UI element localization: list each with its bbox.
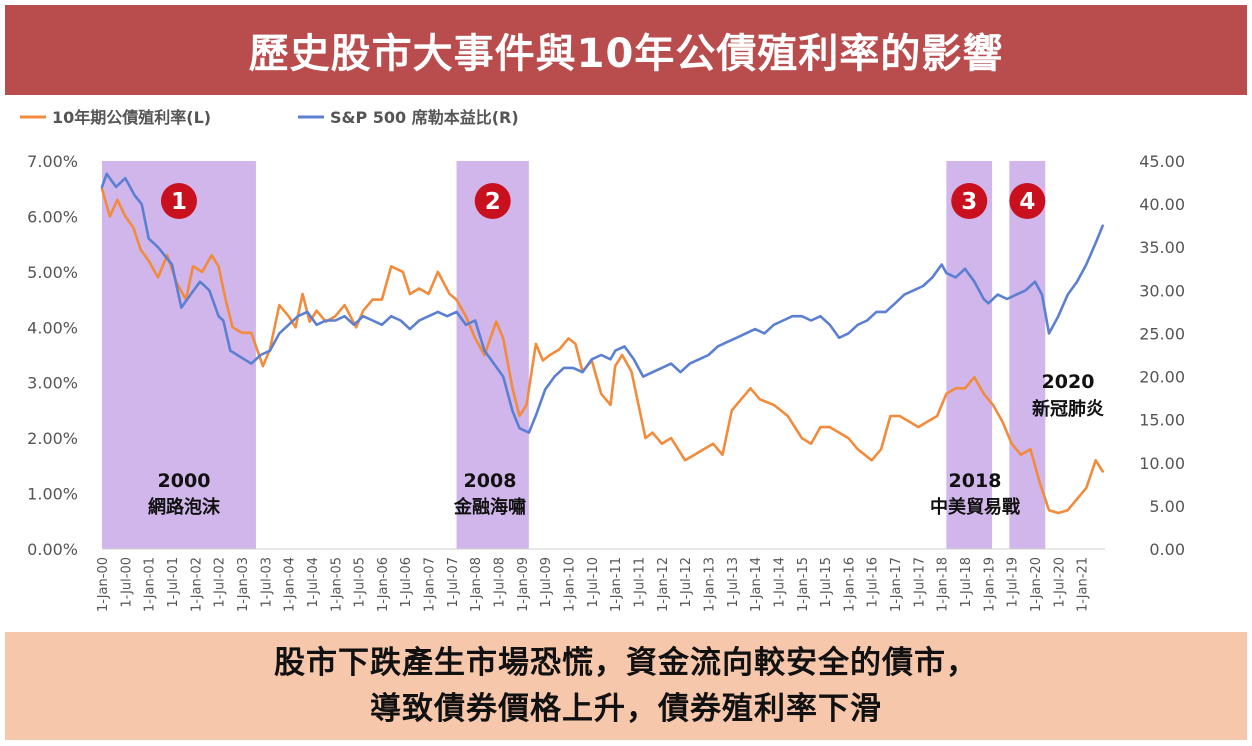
title-banner: 歷史股市大事件與10年公債殖利率的影響	[5, 5, 1247, 95]
event-number-3: 3	[961, 189, 977, 215]
x-axis-tick: 1-Jan-14	[749, 557, 764, 612]
event-band-1	[102, 161, 256, 549]
x-axis-tick: 1-Jan-21	[1076, 557, 1091, 612]
event-badge-1	[160, 183, 197, 219]
x-axis-tick: 1-Jan-17	[889, 557, 904, 612]
event-badge-2	[474, 183, 511, 219]
x-axis-tick: 1-Jan-11	[609, 557, 624, 612]
event-badge-3	[951, 183, 988, 219]
x-axis-tick: 1-Jul-16	[866, 557, 881, 608]
legend-label-yield: 10年期公債殖利率(L)	[52, 108, 211, 127]
left-axis-tick: 7.00%	[27, 152, 78, 171]
x-axis-tick: 1-Jan-00	[96, 557, 111, 612]
x-axis-tick: 1-Jul-19	[1006, 557, 1021, 608]
right-axis-tick: 10.00	[1139, 454, 1185, 473]
x-axis-tick: 1-Jan-06	[376, 557, 391, 612]
dual-axis-line-chart: 0.00% 1.00% 2.00% 3.00% 4.00% 5.00% 6.00% 7.00%…	[20, 108, 1185, 612]
x-axis-tick: 1-Jan-09	[516, 557, 531, 612]
event-year-1: 2000	[158, 470, 211, 492]
left-axis-tick: 0.00%	[27, 540, 78, 559]
x-axis-tick: 1-Jul-02	[213, 557, 228, 608]
x-axis-tick: 1-Jan-07	[423, 557, 438, 612]
right-axis-tick: 45.00	[1139, 152, 1185, 171]
x-axis-tick: 1-Jan-12	[656, 557, 671, 612]
event-band-2	[456, 161, 529, 549]
page-title: 歷史股市大事件與10年公債殖利率的影響	[248, 31, 1004, 77]
x-axis-tick: 1-Jan-19	[982, 557, 997, 612]
x-axis-tick: 1-Jan-04	[283, 557, 298, 612]
x-axis-tick: 1-Jan-05	[329, 557, 344, 612]
event-badge-4	[1009, 183, 1046, 219]
x-axis-tick: 1-Jul-15	[819, 557, 834, 608]
event-name-1: 網路泡沫	[148, 496, 221, 518]
x-axis-tick: 1-Jul-00	[119, 557, 134, 608]
x-axis-tick: 1-Jan-03	[236, 557, 251, 612]
event-band-3	[946, 161, 993, 549]
event-band-4	[1009, 161, 1046, 549]
x-axis-tick: 1-Jul-03	[259, 557, 274, 608]
chart-legend: 10年期公債殖利率(L) S&P 500 席勒本益比(R)	[20, 108, 519, 127]
x-axis-tick: 1-Jul-01	[166, 557, 181, 608]
series-line-pe	[100, 172, 1104, 434]
event-number-2: 2	[485, 189, 501, 215]
x-axis-tick: 1-Jan-16	[842, 557, 857, 612]
right-axis-tick: 20.00	[1139, 368, 1185, 387]
x-axis-tick: 1-Jan-18	[936, 557, 951, 612]
x-axis-tick: 1-Jul-07	[446, 557, 461, 608]
x-axis-tick: 1-Jul-18	[959, 557, 974, 608]
x-axis-tick: 1-Jan-20	[1029, 557, 1044, 612]
left-axis-tick: 2.00%	[27, 429, 78, 448]
x-axis-tick: 1-Jul-04	[306, 557, 321, 608]
series-line-yield	[100, 187, 1104, 515]
conclusion-line-2: 導致債券價格上升，債券殖利率下滑	[370, 691, 882, 727]
conclusion-banner: 股市下跌產生市場恐慌，資金流向較安全的債市， 導致債券價格上升，債券殖利率下滑	[5, 632, 1247, 740]
x-axis-tick: 1-Jul-06	[399, 557, 414, 608]
x-axis-tick: 1-Jan-01	[143, 557, 158, 612]
x-axis-tick: 1-Jan-10	[563, 557, 578, 612]
event-number-1: 1	[171, 189, 187, 215]
x-axis-tick: 1-Jul-13	[726, 557, 741, 608]
event-number-4: 4	[1019, 189, 1035, 215]
series-layer	[100, 172, 1104, 515]
event-year-3: 2018	[949, 470, 1002, 492]
left-axis-tick: 5.00%	[27, 263, 78, 282]
right-axis-tick: 35.00	[1139, 238, 1185, 257]
event-name-2: 金融海嘯	[453, 496, 526, 518]
annotation-layer: 1 2 3 4 2000 網路泡沫 2008 金融海嘯 2018 中美貿易戰 2020 新冠肺炎	[148, 183, 1104, 518]
x-axis-tick: 1-Jul-20	[1052, 557, 1067, 608]
conclusion-line-1: 股市下跌產生市場恐慌，資金流向較安全的債市，	[274, 645, 978, 681]
right-axis-tick: 40.00	[1139, 195, 1185, 214]
x-axis-tick: 1-Jul-17	[912, 557, 927, 608]
x-axis-tick: 1-Jul-14	[772, 557, 787, 608]
axis-layer: 0.00% 1.00% 2.00% 3.00% 4.00% 5.00% 6.00% 7.00%…	[27, 152, 1185, 612]
right-axis-tick: 25.00	[1139, 324, 1185, 343]
event-shading-layer	[102, 161, 1046, 549]
right-axis-tick: 30.00	[1139, 281, 1185, 300]
event-name-4: 新冠肺炎	[1032, 398, 1104, 420]
x-axis-tick: 1-Jul-12	[679, 557, 694, 608]
x-axis-tick: 1-Jan-08	[469, 557, 484, 612]
x-axis-tick: 1-Jan-15	[796, 557, 811, 612]
left-axis-tick: 1.00%	[27, 485, 78, 504]
x-axis-tick: 1-Jul-08	[493, 557, 508, 608]
x-axis-tick: 1-Jan-13	[702, 557, 717, 612]
right-axis-tick: 0.00	[1149, 540, 1185, 559]
right-axis-tick: 15.00	[1139, 411, 1185, 430]
x-axis-tick: 1-Jul-11	[632, 557, 647, 608]
x-axis-tick: 1-Jul-05	[353, 557, 368, 608]
x-axis-tick: 1-Jul-10	[586, 557, 601, 608]
right-axis-tick: 5.00	[1149, 497, 1185, 516]
left-axis-tick: 3.00%	[27, 374, 78, 393]
event-year-4: 2020	[1042, 371, 1095, 393]
x-axis-tick: 1-Jul-09	[539, 557, 554, 608]
event-name-3: 中美貿易戰	[930, 496, 1020, 518]
left-axis-tick: 6.00%	[27, 207, 78, 226]
left-axis-tick: 4.00%	[27, 318, 78, 337]
x-axis-tick: 1-Jan-02	[189, 557, 204, 612]
event-year-2: 2008	[464, 470, 517, 492]
legend-label-pe: S&P 500 席勒本益比(R)	[330, 108, 519, 127]
